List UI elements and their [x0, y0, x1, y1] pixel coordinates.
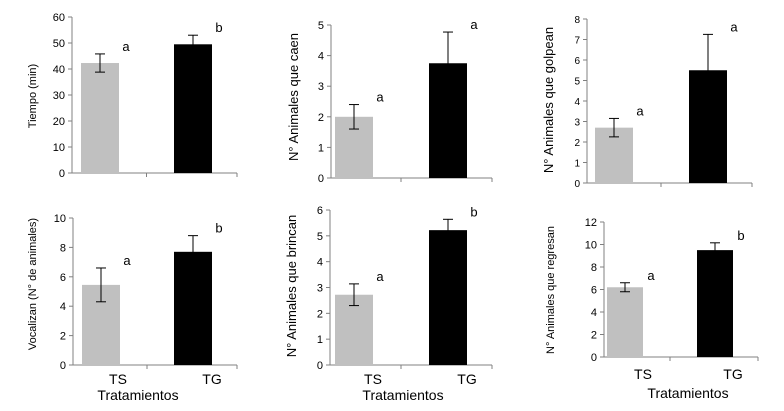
panel-6-y-tick-label: 0 [591, 352, 597, 364]
panel-2-y-tick-label: 2 [318, 112, 324, 124]
panel-5-bar-ts [335, 294, 373, 365]
panel-2-sig-label: a [470, 17, 478, 32]
panel-6-y-tick-label: 10 [585, 240, 597, 252]
panel-5-y-tick-label: 2 [317, 308, 323, 320]
panel-5-bar-tg [429, 230, 467, 365]
panel-3-y-axis-title: N° Animales que golpean [541, 27, 556, 173]
panel-5-x-axis-title: Tratamientos [362, 387, 443, 403]
panel-5-y-tick-label: 0 [317, 360, 323, 372]
panel-4-category-label: TS [109, 371, 127, 387]
panel-3-y-tick-label: 6 [574, 56, 580, 67]
panel-5-y-axis-title: N° Animales que brincan [284, 215, 299, 358]
panel-5-sig-label: a [376, 269, 384, 284]
panel-6-bar-tg [697, 250, 733, 357]
panel-6-category-label: TS [634, 366, 652, 382]
panel-3-y-tick-label: 4 [574, 97, 580, 108]
panel-1-bar-tg [174, 44, 212, 173]
panel-6-y-tick-label: 2 [591, 330, 597, 342]
panel-1-y-tick-label: 20 [53, 116, 65, 128]
panel-6-y-tick-label: 8 [591, 262, 597, 274]
panel-3-y-tick-label: 2 [574, 138, 580, 149]
panel-6-y-tick-label: 4 [591, 307, 597, 319]
panel-6-category-label: TG [723, 366, 742, 382]
panel-2-y-tick-label: 5 [318, 20, 324, 32]
panel-4-y-tick-label: 2 [60, 331, 66, 343]
panel-1-y-axis-title: Tiempo (min) [27, 64, 39, 128]
panel-1-y-tick-label: 30 [53, 90, 65, 102]
panel-6-x-axis-title: Tratamientos [647, 385, 728, 401]
panel-5-sig-label: b [470, 204, 477, 219]
panel-5-category-label: TS [364, 371, 382, 387]
panel-3-y-tick-label: 3 [574, 118, 580, 129]
panel-1-bar-ts [81, 63, 119, 173]
panel-4-category-label: TG [202, 371, 221, 387]
panel-2-y-tick-label: 3 [318, 81, 324, 93]
panel-3-sig-label: a [730, 19, 738, 34]
panel-1-y-tick-label: 10 [53, 142, 65, 154]
panel-1-y-tick-label: 0 [59, 168, 65, 180]
panel-4-bar-tg [174, 251, 212, 365]
panel-2-sig-label: a [376, 90, 384, 105]
panel-5-y-tick-label: 4 [317, 257, 323, 269]
panel-2-y-axis-title: N° Animales que caen [286, 33, 301, 161]
panel-2-y-tick-label: 4 [318, 51, 324, 63]
panel-4-y-tick-label: 8 [60, 242, 66, 254]
panel-5-y-tick-label: 3 [317, 283, 323, 295]
panel-1-y-tick-label: 50 [53, 38, 65, 50]
panel-4-sig-label: b [215, 221, 222, 236]
panel-4-y-tick-label: 4 [60, 301, 66, 313]
panel-4-y-tick-label: 0 [60, 360, 66, 372]
panel-6-y-tick-label: 6 [591, 285, 597, 297]
panel-3-y-tick-label: 7 [574, 36, 580, 47]
panel-3-sig-label: a [636, 103, 644, 118]
panel-1-y-tick-label: 40 [53, 64, 65, 76]
panel-5-y-tick-label: 5 [317, 231, 323, 243]
panel-3-y-tick-label: 8 [574, 15, 580, 26]
panel-4-y-tick-label: 10 [54, 213, 66, 225]
panel-1-y-tick-label: 60 [53, 12, 65, 24]
panel-2-y-tick-label: 0 [318, 173, 324, 185]
panel-6-sig-label: a [647, 268, 655, 283]
panel-1-sig-label: b [215, 20, 222, 35]
panel-4-x-axis-title: Tratamientos [97, 387, 178, 403]
panel-6-bar-ts [607, 287, 643, 357]
panel-6-sig-label: b [737, 228, 744, 243]
panel-3-y-tick-label: 5 [574, 77, 580, 88]
panel-3-y-tick-label: 1 [574, 159, 580, 170]
panel-6-y-tick-label: 12 [585, 217, 597, 229]
panel-4-y-axis-title: Vocalizan (N° de animales) [27, 218, 39, 350]
panel-5-y-tick-label: 1 [317, 334, 323, 346]
panel-4-sig-label: a [123, 253, 131, 268]
panel-1-sig-label: a [122, 39, 130, 54]
panel-2-y-tick-label: 1 [318, 142, 324, 154]
panel-6-y-axis-title: N° Animales que regresan [545, 226, 557, 354]
panel-3-y-tick-label: 0 [574, 179, 580, 190]
panel-5-category-label: TG [457, 371, 476, 387]
panel-4-y-tick-label: 6 [60, 272, 66, 284]
panel-5-y-tick-label: 6 [317, 205, 323, 217]
